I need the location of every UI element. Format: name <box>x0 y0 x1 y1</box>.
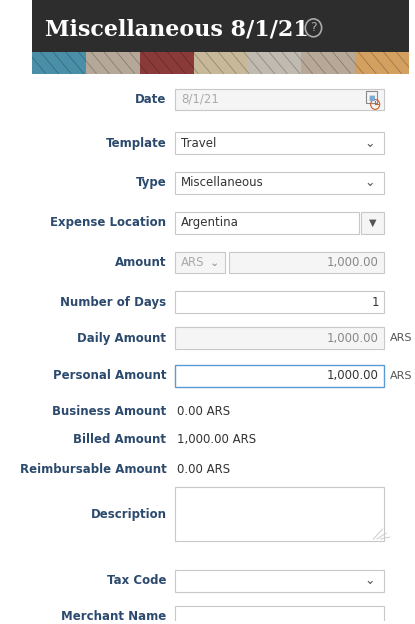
Text: Date: Date <box>135 93 166 106</box>
Text: 1,000.00: 1,000.00 <box>327 369 379 383</box>
Text: Miscellaneous 8/1/21: Miscellaneous 8/1/21 <box>45 19 309 41</box>
Text: 0.00 ARS: 0.00 ARS <box>177 463 230 476</box>
Text: Business Amount: Business Amount <box>52 405 166 418</box>
Text: 1,000.00: 1,000.00 <box>327 256 379 269</box>
FancyBboxPatch shape <box>32 52 86 74</box>
Text: Tax Code: Tax Code <box>107 574 166 587</box>
FancyBboxPatch shape <box>176 606 384 624</box>
Text: ?: ? <box>310 21 317 34</box>
Text: ARS: ARS <box>390 371 412 381</box>
Text: Argentina: Argentina <box>181 217 239 229</box>
FancyBboxPatch shape <box>176 570 384 592</box>
FancyBboxPatch shape <box>140 52 193 74</box>
Text: ⌄: ⌄ <box>364 177 375 190</box>
Text: Type: Type <box>136 177 166 190</box>
FancyBboxPatch shape <box>301 52 355 74</box>
Text: Number of Days: Number of Days <box>60 296 166 309</box>
FancyBboxPatch shape <box>361 212 384 234</box>
Text: 1: 1 <box>371 296 379 309</box>
FancyBboxPatch shape <box>176 327 384 349</box>
Text: Miscellaneous: Miscellaneous <box>181 177 264 190</box>
Text: Amount: Amount <box>115 256 166 269</box>
FancyBboxPatch shape <box>229 251 384 273</box>
FancyBboxPatch shape <box>176 212 359 234</box>
FancyBboxPatch shape <box>86 52 140 74</box>
Text: Expense Location: Expense Location <box>50 217 166 229</box>
FancyBboxPatch shape <box>176 251 225 273</box>
FancyBboxPatch shape <box>176 172 384 194</box>
Text: Template: Template <box>106 137 166 150</box>
Text: Merchant Name: Merchant Name <box>61 610 166 623</box>
Text: 1,000.00: 1,000.00 <box>327 331 379 344</box>
Text: ⌄: ⌄ <box>364 137 375 150</box>
Text: ■: ■ <box>368 95 375 102</box>
Text: ARS: ARS <box>181 256 205 269</box>
Text: 1,000.00 ARS: 1,000.00 ARS <box>177 433 256 446</box>
Text: ⌄: ⌄ <box>210 258 219 268</box>
Text: Description: Description <box>90 508 166 520</box>
FancyBboxPatch shape <box>176 89 384 110</box>
FancyBboxPatch shape <box>247 52 301 74</box>
Text: Daily Amount: Daily Amount <box>78 331 166 344</box>
FancyBboxPatch shape <box>176 365 384 387</box>
Text: Reimbursable Amount: Reimbursable Amount <box>20 463 166 476</box>
FancyBboxPatch shape <box>176 291 384 313</box>
FancyBboxPatch shape <box>355 52 409 74</box>
FancyBboxPatch shape <box>193 52 247 74</box>
FancyBboxPatch shape <box>176 132 384 154</box>
Text: ⌄: ⌄ <box>364 574 375 587</box>
Text: Billed Amount: Billed Amount <box>73 433 166 446</box>
Text: 8/1/21: 8/1/21 <box>181 93 219 106</box>
FancyBboxPatch shape <box>32 0 409 52</box>
Text: ARS: ARS <box>390 333 412 343</box>
Text: 0.00 ARS: 0.00 ARS <box>177 405 230 418</box>
FancyBboxPatch shape <box>176 487 384 541</box>
Text: Personal Amount: Personal Amount <box>53 369 166 383</box>
Text: ▼: ▼ <box>369 218 376 228</box>
Text: Travel: Travel <box>181 137 216 150</box>
